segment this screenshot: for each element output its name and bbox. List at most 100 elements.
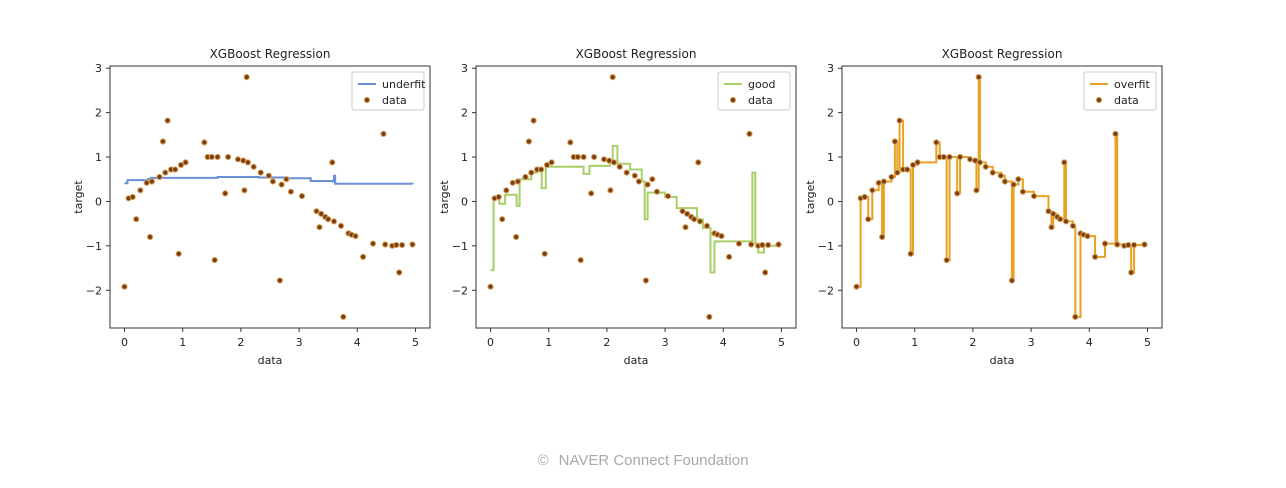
data-point <box>880 178 888 185</box>
data-point <box>525 138 533 145</box>
data-point <box>121 283 128 290</box>
data-point <box>1008 277 1016 284</box>
data-point <box>543 161 551 169</box>
x-tick-label: 3 <box>662 336 669 349</box>
y-tick-label: −2 <box>86 284 102 297</box>
y-tick-label: 2 <box>461 107 468 120</box>
data-point <box>623 169 630 176</box>
data-point <box>989 169 996 176</box>
data-point <box>340 313 347 320</box>
x-tick-label: 3 <box>296 336 303 349</box>
data-point <box>982 163 989 170</box>
data-point <box>133 216 140 223</box>
data-point <box>409 241 416 248</box>
data-point <box>541 250 548 257</box>
data-point <box>973 187 980 194</box>
y-tick-label: 2 <box>827 107 834 120</box>
data-point <box>265 172 272 179</box>
series-line-good <box>490 144 780 274</box>
data-point <box>159 138 166 145</box>
data-point <box>147 233 154 241</box>
legend-label-data: data <box>1114 94 1139 107</box>
data-point <box>1001 178 1009 185</box>
data-point <box>703 222 711 229</box>
data-point <box>861 193 868 201</box>
data-point <box>269 178 276 185</box>
chart-panel-2: XGBoost Regression data target 0 1 2 3 4 5 −2 −1 0 1… <box>438 47 797 367</box>
legend-label-overfit: overfit <box>1114 78 1150 91</box>
data-point <box>1061 159 1068 166</box>
data-point <box>509 179 516 186</box>
data-point <box>888 173 895 181</box>
data-point <box>748 241 755 248</box>
data-point <box>487 283 494 290</box>
x-tick-label: 4 <box>354 336 361 349</box>
data-point <box>1141 241 1148 248</box>
y-tick-label: 3 <box>461 62 468 75</box>
data-point <box>679 208 686 215</box>
data-point <box>1125 241 1132 249</box>
data-point <box>360 253 367 260</box>
data-point <box>718 233 725 240</box>
data-point <box>696 218 704 225</box>
data-point <box>548 159 555 166</box>
data-point <box>369 240 377 247</box>
data-point <box>940 153 947 161</box>
y-tick-label: 0 <box>461 195 468 208</box>
y-tick-label: 2 <box>95 107 102 120</box>
footer-text: NAVER Connect Foundation <box>558 452 749 469</box>
data-point <box>1114 241 1121 248</box>
x-axis-label: data <box>624 354 649 367</box>
y-tick-label: −1 <box>818 240 834 253</box>
data-point <box>1050 210 1057 217</box>
data-point <box>580 153 587 161</box>
data-point <box>399 241 406 249</box>
data-point <box>765 241 772 249</box>
y-axis-label: target <box>804 180 817 214</box>
data-point <box>1015 176 1022 183</box>
x-tick-label: 1 <box>179 336 186 349</box>
data-point <box>957 153 964 161</box>
y-tick-label: −1 <box>452 240 468 253</box>
data-point <box>896 117 903 124</box>
data-point <box>1084 233 1091 240</box>
x-tick-label: 3 <box>1028 336 1035 349</box>
data-point <box>706 313 713 320</box>
data-point <box>1010 181 1017 188</box>
data-point <box>1072 313 1079 320</box>
data-point <box>503 187 510 194</box>
data-point <box>211 257 218 264</box>
data-point <box>609 74 616 81</box>
chart-panel-3: XGBoost Regression data target 0 1 2 3 4 5 −2 −1 0 1… <box>804 47 1163 367</box>
y-tick-label: 1 <box>95 151 102 164</box>
data-point <box>616 163 623 170</box>
x-axis-label: data <box>990 354 1015 367</box>
data-point <box>316 224 323 231</box>
data-point <box>225 153 232 161</box>
data-point <box>1057 216 1064 223</box>
data-point <box>869 187 876 194</box>
y-tick-label: 3 <box>827 62 834 75</box>
data-point <box>759 241 766 249</box>
data-point <box>244 159 251 166</box>
data-point <box>649 176 656 183</box>
data-point <box>234 156 242 163</box>
data-point <box>879 233 886 241</box>
data-point <box>283 176 290 183</box>
data-point <box>538 166 545 173</box>
legend-marker-swatch <box>363 96 371 104</box>
data-point <box>162 169 169 176</box>
data-point <box>201 139 208 146</box>
legend-label-underfit: underfit <box>382 78 426 91</box>
copyright-symbol: © <box>537 452 549 469</box>
footer-credit: © NAVER Connect Foundation <box>0 452 1286 469</box>
data-point <box>513 233 520 241</box>
data-point <box>574 153 581 161</box>
x-tick-label: 4 <box>720 336 727 349</box>
y-axis-label: target <box>438 180 451 214</box>
data-point <box>610 159 618 166</box>
legend: overfit data <box>1083 71 1157 111</box>
plot-content <box>487 74 782 320</box>
data-point <box>684 210 691 217</box>
x-tick-label: 2 <box>237 336 244 349</box>
